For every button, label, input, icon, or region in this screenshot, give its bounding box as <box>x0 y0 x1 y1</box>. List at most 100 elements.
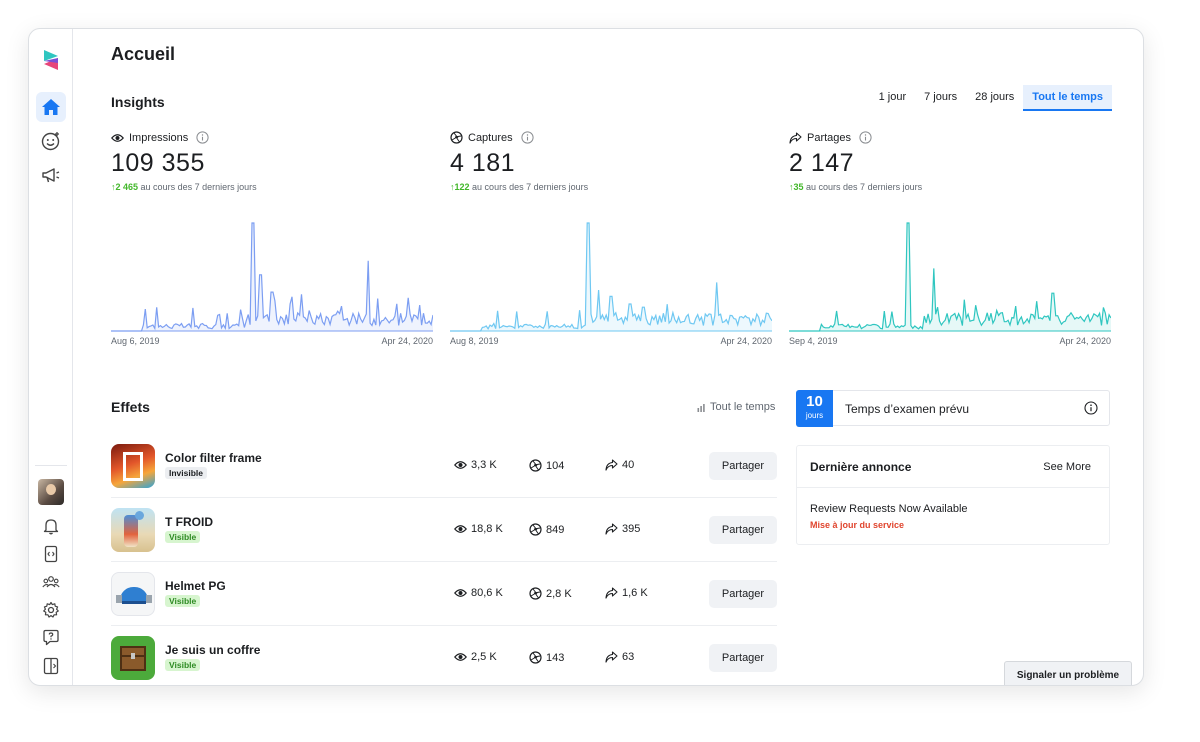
effect-name: Helmet PG <box>165 579 226 593</box>
status-badge: Invisible <box>165 467 208 479</box>
stat-captures: 2,8 K <box>529 587 572 600</box>
aperture-icon <box>529 651 542 664</box>
see-more-link[interactable]: See More <box>1043 461 1091 473</box>
home-icon[interactable] <box>36 92 66 122</box>
tab-28-days[interactable]: 28 jours <box>975 91 1015 103</box>
app-window: Accueil Insights 1 jour 7 jours 28 jours… <box>28 28 1144 686</box>
share-icon <box>605 651 618 663</box>
sparkline-line <box>789 222 1111 332</box>
sparkline-area <box>789 223 1111 331</box>
stat-captures: 104 <box>529 459 564 472</box>
sparkline-area <box>111 223 433 331</box>
sparkline-line <box>111 222 433 332</box>
tab-all-time[interactable]: Tout le temps <box>1023 85 1112 111</box>
avatar[interactable] <box>38 479 64 505</box>
effects-filter[interactable]: Tout le temps <box>697 401 775 413</box>
end-date: Apr 24, 2020 <box>381 336 433 346</box>
effect-name: Color filter frame <box>165 451 262 465</box>
review-days-unit: jours <box>805 411 824 420</box>
metric-impressions: Impressions 109 355 ↑2 465 au cours des … <box>111 131 433 192</box>
status-badge: Visible <box>165 595 201 607</box>
share-icon <box>605 587 618 599</box>
tab-7-days[interactable]: 7 jours <box>924 91 958 103</box>
sparkline-shares <box>789 222 1111 332</box>
info-icon[interactable] <box>859 131 872 144</box>
share-button[interactable]: Partager <box>709 580 777 608</box>
status-badge: Visible <box>165 659 201 671</box>
share-icon <box>789 131 802 144</box>
share-button[interactable]: Partager <box>709 644 777 672</box>
announcement-text[interactable]: Review Requests Now Available <box>810 503 968 515</box>
effects-title: Effets <box>111 399 150 415</box>
info-icon[interactable] <box>196 131 209 144</box>
metric-value: 2 147 <box>789 149 855 177</box>
announcement-card: Dernière annonce See More Review Request… <box>796 445 1110 545</box>
metric-value: 4 181 <box>450 149 516 177</box>
aperture-icon <box>529 459 542 472</box>
end-date: Apr 24, 2020 <box>1059 336 1111 346</box>
metric-delta: ↑2 465 au cours des 7 derniers jours <box>111 182 257 192</box>
share-icon <box>605 459 618 471</box>
stat-impressions: 3,3 K <box>454 459 497 471</box>
tab-1-day[interactable]: 1 jour <box>878 91 907 103</box>
time-range-tabs: 1 jour 7 jours 28 jours Tout le temps <box>870 85 1112 111</box>
stat-shares: 40 <box>605 459 634 471</box>
effect-thumbnail <box>111 572 155 616</box>
effect-thumbnail <box>111 508 155 552</box>
eye-icon <box>111 133 124 142</box>
code-doc-icon[interactable] <box>36 539 66 569</box>
megaphone-icon[interactable] <box>36 160 66 190</box>
effect-row[interactable]: Color filter frame Invisible 3,3 K 104 4… <box>111 434 777 498</box>
metric-label: Impressions <box>129 131 189 144</box>
stat-shares: 63 <box>605 651 634 663</box>
sparkline-captures <box>450 222 772 332</box>
sparkline-axis: Aug 8, 2019 Apr 24, 2020 <box>450 336 772 346</box>
review-days-box: 10 jours <box>796 390 833 427</box>
announcement-header: Dernière annonce See More <box>797 446 1109 488</box>
metric-captures: Captures 4 181 ↑122 au cours des 7 derni… <box>450 131 772 192</box>
effects-face-icon[interactable] <box>36 126 66 156</box>
gear-icon[interactable] <box>36 595 66 625</box>
effect-row[interactable]: Je suis un coffre Visible 2,5 K 143 63 P… <box>111 626 777 685</box>
start-date: Sep 4, 2019 <box>789 336 838 346</box>
metric-shares: Partages 2 147 ↑35 au cours des 7 dernie… <box>789 131 1111 192</box>
share-icon <box>605 523 618 535</box>
spark-logo-icon[interactable] <box>36 45 66 75</box>
end-date: Apr 24, 2020 <box>720 336 772 346</box>
help-chat-icon[interactable] <box>36 623 66 653</box>
start-date: Aug 8, 2019 <box>450 336 499 346</box>
report-problem-button[interactable]: Signaler un problème <box>1004 661 1132 685</box>
aperture-icon <box>529 523 542 536</box>
stat-impressions: 80,6 K <box>454 587 503 599</box>
sparkline-axis: Aug 6, 2019 Apr 24, 2020 <box>111 336 433 346</box>
arrow-up-icon: ↑ <box>789 182 794 192</box>
collapse-panel-icon[interactable] <box>36 651 66 681</box>
review-time-card: 10 jours Temps d’examen prévu <box>796 390 1110 427</box>
stat-captures: 143 <box>529 651 564 664</box>
announcement-tag: Mise à jour du service <box>810 520 905 530</box>
share-button[interactable]: Partager <box>709 516 777 544</box>
effect-row[interactable]: T FROID Visible 18,8 K 849 395 Partager <box>111 498 777 562</box>
bell-icon[interactable] <box>36 511 66 541</box>
page-title: Accueil <box>111 44 176 64</box>
info-icon[interactable] <box>521 131 534 144</box>
aperture-icon <box>529 587 542 600</box>
metric-label: Captures <box>468 131 513 144</box>
arrow-up-icon: ↑ <box>450 182 455 192</box>
sparkline-area <box>450 223 772 331</box>
effect-row[interactable]: Helmet PG Visible 80,6 K 2,8 K 1,6 K Par… <box>111 562 777 626</box>
eye-icon <box>454 461 467 469</box>
community-icon[interactable] <box>36 567 66 597</box>
share-button[interactable]: Partager <box>709 452 777 480</box>
stat-captures: 849 <box>529 523 564 536</box>
eye-icon <box>454 653 467 661</box>
stat-shares: 395 <box>605 523 640 535</box>
status-badge: Visible <box>165 531 201 543</box>
aperture-icon <box>450 131 463 144</box>
start-date: Aug 6, 2019 <box>111 336 160 346</box>
info-icon[interactable] <box>1084 401 1098 415</box>
stat-impressions: 2,5 K <box>454 651 497 663</box>
bar-chart-icon <box>697 403 705 412</box>
metric-delta: ↑35 au cours des 7 derniers jours <box>789 182 923 192</box>
review-days-value: 10 <box>806 393 823 410</box>
